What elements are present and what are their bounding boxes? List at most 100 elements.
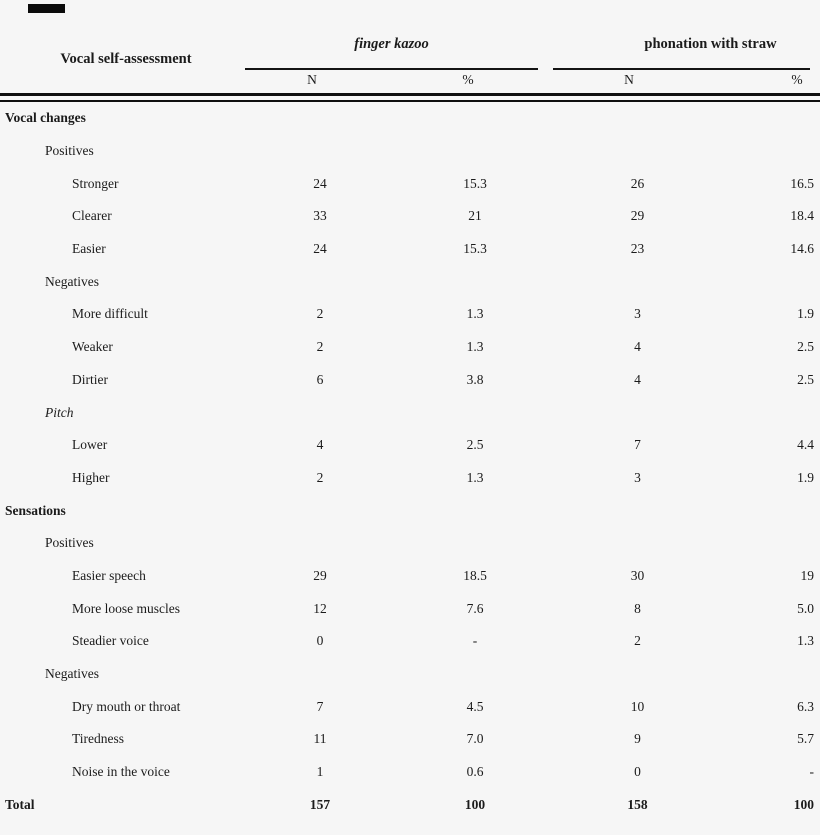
cell-value: 23: [630, 241, 645, 257]
cell-value: 3.8: [466, 371, 484, 387]
cell-value: 15.3: [463, 241, 487, 257]
table-row: Clearer 33 21 29 18.4: [0, 200, 820, 233]
row-label: Easier speech: [72, 567, 146, 583]
row-label: Negatives: [45, 273, 99, 289]
table-row: Steadier voice 0 - 2 1.3: [0, 625, 820, 658]
cell-value: 2.5: [466, 437, 484, 453]
row-label: Vocal changes: [5, 110, 86, 126]
header-divider-rule: [0, 93, 820, 102]
table-row: Negatives: [0, 658, 820, 691]
row-label: Total: [5, 796, 35, 812]
row-label: Tiredness: [72, 731, 125, 747]
table-row: Dry mouth or throat 7 4.5 10 6.3: [0, 690, 820, 723]
cell-value: 100: [793, 796, 814, 812]
table-row: Total 157 100 158 100: [0, 788, 820, 821]
cell-value: 6.3: [797, 698, 814, 714]
row-label: Noise in the voice: [72, 764, 170, 780]
cell-value: 2.5: [797, 339, 814, 355]
table-row: More loose muscles 12 7.6 8 5.0: [0, 592, 820, 625]
cell-value: 33: [313, 208, 327, 224]
table-body: Vocal changes Positives Stronger 24 15.3 26 16…: [0, 102, 820, 821]
row-label: Positives: [45, 535, 94, 551]
table-row: Easier speech 29 18.5 30 19: [0, 560, 820, 593]
cell-value: 5.7: [797, 731, 814, 747]
cell-value: 4: [634, 371, 641, 387]
cell-value: 3: [634, 306, 641, 322]
cell-value: 9: [634, 731, 641, 747]
cell-value: 26: [630, 175, 645, 191]
table-row: Higher 2 1.3 3 1.9: [0, 462, 820, 495]
cell-value: 2: [316, 339, 324, 355]
cell-value: -: [472, 633, 478, 649]
cell-value: 29: [313, 567, 327, 583]
row-label: Dirtier: [72, 371, 108, 387]
row-label: Clearer: [72, 208, 112, 224]
row-label: Sensations: [5, 502, 66, 518]
cell-value: 2: [634, 633, 641, 649]
row-label: Weaker: [72, 339, 113, 355]
cell-value: 6: [316, 371, 324, 387]
row-label: Stronger: [72, 175, 119, 191]
cell-value: 7.6: [466, 600, 484, 616]
table-row: Positives: [0, 135, 820, 168]
cell-value: 30: [630, 567, 645, 583]
cell-value: 24: [313, 241, 327, 257]
cell-value: 3: [634, 469, 641, 485]
cell-value: 2: [316, 306, 324, 322]
cell-value: 0: [634, 764, 641, 780]
cell-value: 24: [313, 175, 327, 191]
cell-value: 1: [316, 764, 324, 780]
table-row: Vocal changes: [0, 102, 820, 135]
row-label: Easier: [72, 241, 106, 257]
col-header-pct-group2: %: [791, 72, 803, 87]
cell-value: 1.3: [466, 469, 484, 485]
table-row: Positives: [0, 527, 820, 560]
cell-value: 0: [316, 633, 324, 649]
cell-value: 7: [634, 437, 641, 453]
table-row: Pitch: [0, 396, 820, 429]
group2-underline-rule: [553, 68, 810, 70]
cell-value: 4.4: [797, 437, 814, 453]
row-label: More difficult: [72, 306, 148, 322]
table-row: Lower 4 2.5 7 4.4: [0, 429, 820, 462]
cell-value: -: [809, 764, 815, 780]
table-row: Dirtier 6 3.8 4 2.5: [0, 364, 820, 397]
table-row: Noise in the voice 1 0.6 0 -: [0, 756, 820, 789]
group-header-finger-kazoo: finger kazoo: [354, 36, 429, 52]
cell-value: 1.9: [797, 469, 814, 485]
cell-value: 4.5: [466, 698, 484, 714]
row-label: Negatives: [45, 666, 99, 682]
cell-value: 1.3: [466, 306, 484, 322]
col-header-n-group1: N: [307, 72, 317, 87]
cell-value: 2.5: [797, 371, 814, 387]
cell-value: 8: [634, 600, 641, 616]
cell-value: 0.6: [466, 764, 484, 780]
row-label: Dry mouth or throat: [72, 698, 181, 714]
table-row: Easier 24 15.3 23 14.6: [0, 233, 820, 266]
table-row: Tiredness 11 7.0 9 5.7: [0, 723, 820, 756]
col-header-pct-group1: %: [462, 72, 474, 87]
cell-value: 7: [316, 698, 324, 714]
group1-underline-rule: [245, 68, 538, 70]
cell-value: 2: [316, 469, 324, 485]
group-header-phonation-with-straw: phonation with straw: [644, 36, 777, 52]
cell-value: 10: [630, 698, 645, 714]
table-row: Stronger 24 15.3 26 16.5: [0, 167, 820, 200]
scan-artifact-mark: [28, 4, 65, 13]
cell-value: 21: [468, 208, 482, 224]
row-label: More loose muscles: [72, 600, 180, 616]
row-label: Steadier voice: [72, 633, 149, 649]
table-row: Sensations: [0, 494, 820, 527]
cell-value: 4: [316, 437, 324, 453]
cell-value: 158: [627, 796, 648, 812]
cell-value: 19: [800, 567, 815, 583]
cell-value: 7.0: [466, 731, 484, 747]
cell-value: 100: [464, 796, 486, 812]
label-column-header: Vocal self-assessment: [60, 51, 192, 67]
col-header-n-group2: N: [624, 72, 634, 87]
row-label: Higher: [72, 469, 110, 485]
cell-value: 157: [309, 796, 331, 812]
cell-value: 1.3: [797, 633, 814, 649]
table-row: Negatives: [0, 265, 820, 298]
